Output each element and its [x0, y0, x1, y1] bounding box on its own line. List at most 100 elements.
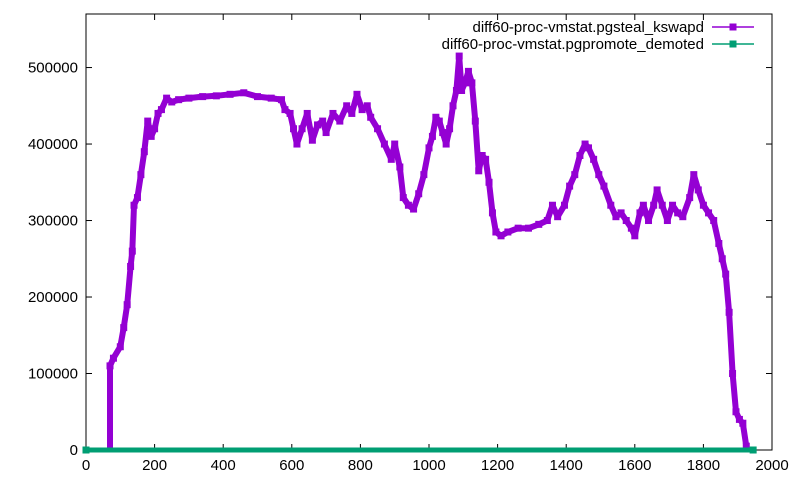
- data-point: [154, 109, 162, 117]
- y-tick-label: 200000: [28, 289, 78, 306]
- y-tick-label: 500000: [28, 60, 78, 77]
- data-point: [524, 224, 532, 232]
- data-point: [455, 52, 463, 60]
- y-tick-label: 400000: [28, 136, 78, 153]
- data-point: [442, 140, 450, 148]
- data-point: [293, 140, 301, 148]
- data-point: [130, 201, 138, 209]
- x-tick-label: 400: [211, 457, 236, 474]
- data-point: [631, 232, 639, 240]
- data-point: [281, 106, 289, 114]
- data-point: [485, 178, 493, 186]
- x-tick-label: 600: [279, 457, 304, 474]
- y-axis-ticks: 0 100000 200000 300000 400000 500000: [28, 60, 772, 459]
- data-point: [627, 224, 635, 232]
- x-tick-label: 1200: [481, 457, 514, 474]
- data-point: [612, 213, 620, 221]
- data-point: [653, 186, 661, 194]
- data-point: [658, 201, 666, 209]
- data-point: [185, 94, 193, 102]
- data-point: [715, 239, 723, 247]
- data-point: [710, 217, 718, 225]
- data-point: [133, 194, 141, 202]
- data-point: [137, 171, 145, 179]
- data-point: [127, 262, 135, 270]
- data-point: [471, 117, 479, 125]
- data-point: [566, 182, 574, 190]
- data-point: [367, 113, 375, 121]
- data-point: [380, 140, 388, 148]
- data-point: [488, 209, 496, 217]
- data-point: [690, 171, 698, 179]
- data-point: [663, 217, 671, 225]
- x-tick-label: 800: [348, 457, 373, 474]
- data-point: [739, 419, 747, 427]
- data-point: [735, 415, 743, 423]
- data-point: [240, 89, 248, 97]
- data-point: [123, 301, 131, 309]
- data-point: [286, 109, 294, 117]
- legend: diff60-proc-vmstat.pgsteal_kswapddiff60-…: [442, 19, 754, 53]
- data-point: [106, 362, 114, 370]
- data-point: [391, 140, 399, 148]
- series-layer: [82, 52, 757, 454]
- data-point: [639, 201, 647, 209]
- data-point: [679, 213, 687, 221]
- data-point: [725, 308, 733, 316]
- data-point: [399, 194, 407, 202]
- data-point: [650, 201, 658, 209]
- data-point: [576, 152, 584, 160]
- data-point: [425, 144, 433, 152]
- data-point: [144, 117, 152, 125]
- data-point: [226, 90, 234, 98]
- data-point: [168, 98, 176, 106]
- data-point: [319, 117, 327, 125]
- data-point: [452, 86, 460, 94]
- data-point: [157, 106, 165, 114]
- data-point: [432, 113, 440, 121]
- data-point: [722, 270, 730, 278]
- data-point: [439, 129, 447, 137]
- series-line: [107, 53, 750, 450]
- data-point: [387, 155, 395, 163]
- data-point: [636, 209, 644, 217]
- data-point: [464, 67, 472, 75]
- data-point: [718, 255, 726, 263]
- data-point: [617, 209, 625, 217]
- data-point: [554, 213, 562, 221]
- x-tick-label: 1400: [550, 457, 583, 474]
- data-point: [749, 446, 757, 454]
- data-point: [420, 171, 428, 179]
- data-point: [163, 94, 171, 102]
- data-point: [543, 217, 551, 225]
- y-tick-label: 100000: [28, 366, 78, 383]
- data-point: [705, 209, 713, 217]
- data-point: [199, 93, 207, 101]
- data-point: [686, 194, 694, 202]
- data-point: [622, 217, 630, 225]
- data-point: [303, 109, 311, 117]
- data-point: [595, 171, 603, 179]
- x-axis-ticks: 0 200 400 600 800 1000 1200 1400 1600 1800 2000: [82, 14, 789, 474]
- data-point: [674, 209, 682, 217]
- y-tick-label: 300000: [28, 213, 78, 230]
- data-point: [363, 102, 371, 110]
- data-point: [645, 217, 653, 225]
- data-point: [446, 125, 454, 133]
- x-tick-label: 1000: [412, 457, 445, 474]
- data-point: [458, 86, 466, 94]
- data-point: [428, 132, 436, 140]
- x-tick-label: 1800: [687, 457, 720, 474]
- data-point: [128, 247, 136, 255]
- data-point: [581, 140, 589, 148]
- data-point: [449, 102, 457, 110]
- legend-label: diff60-proc-vmstat.pgpromote_demoted: [442, 36, 704, 53]
- data-point: [560, 201, 568, 209]
- data-point: [475, 167, 483, 175]
- data-point: [290, 125, 298, 133]
- data-point: [404, 201, 412, 209]
- data-point: [732, 408, 740, 416]
- data-point: [147, 132, 155, 140]
- series-0: [106, 52, 750, 450]
